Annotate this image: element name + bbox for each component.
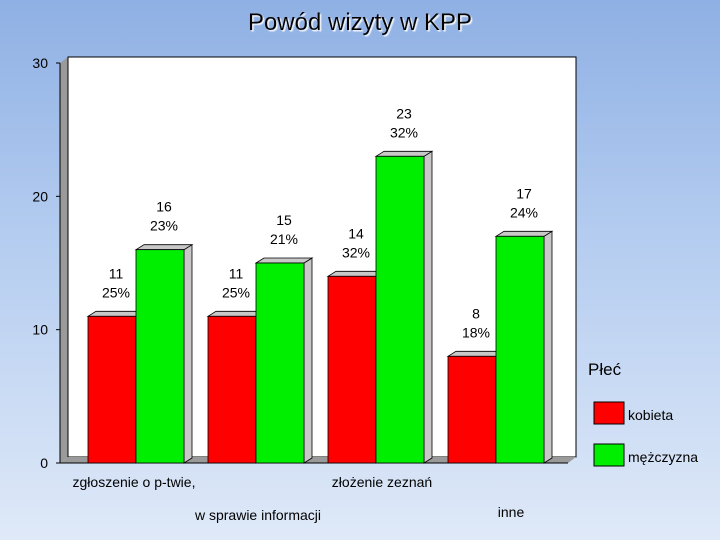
category-label-2: złożenie zeznań xyxy=(332,474,432,490)
data-labels: 11 25% 16 23% 11 25% 15 21% 14 32% 23 32% 8 18% 17 24% xyxy=(102,105,538,340)
data-label-kobieta-2-1: 32% xyxy=(342,244,370,260)
y-tick-label: 20 xyxy=(32,188,48,204)
bar-mężczyzna-1 xyxy=(254,257,314,464)
data-label-mężczyzna-1-1: 21% xyxy=(270,231,298,247)
data-label-mężczyzna-2-1: 32% xyxy=(390,124,418,140)
bar-mężczyzna-0 xyxy=(134,243,194,464)
data-label-kobieta-1-1: 25% xyxy=(222,284,250,300)
y-axis: 0 10 20 30 xyxy=(32,55,60,471)
legend: Płeć kobieta mężczyzna xyxy=(588,360,698,467)
data-label-kobieta-0-0: 11 xyxy=(109,265,124,281)
data-label-kobieta-3-0: 8 xyxy=(472,305,480,321)
legend-label-kobieta: kobieta xyxy=(628,407,673,423)
legend-swatch-kobieta xyxy=(593,401,625,425)
y-tick-label: 10 xyxy=(32,322,48,338)
data-label-mężczyzna-2-0: 23 xyxy=(396,105,412,121)
bar-mężczyzna-3 xyxy=(494,230,554,464)
category-labels: zgłoszenie o p-twie, w sprawie informacji… xyxy=(73,474,525,523)
data-label-kobieta-3-1: 18% xyxy=(462,324,490,340)
y-tick-label: 0 xyxy=(40,455,48,471)
legend-label-mezczyzna: mężczyzna xyxy=(628,449,698,465)
data-label-mężczyzna-0-1: 23% xyxy=(150,218,178,234)
data-label-mężczyzna-3-0: 17 xyxy=(516,185,532,201)
data-label-kobieta-0-1: 25% xyxy=(102,284,130,300)
category-label-3: inne xyxy=(498,504,525,520)
category-label-0: zgłoszenie o p-twie, xyxy=(73,474,196,490)
data-label-mężczyzna-3-1: 24% xyxy=(510,204,538,220)
category-label-1: w sprawie informacji xyxy=(194,507,321,523)
legend-swatch-mezczyzna xyxy=(593,443,625,467)
bar-mężczyzna-2 xyxy=(374,150,434,464)
legend-title: Płeć xyxy=(588,360,622,379)
data-label-kobieta-1-0: 11 xyxy=(229,265,244,281)
chart-title: Powód wizyty w KPP xyxy=(248,9,472,36)
bars xyxy=(86,150,554,464)
data-label-mężczyzna-1-0: 15 xyxy=(276,212,292,228)
data-label-mężczyzna-0-0: 16 xyxy=(156,199,172,215)
data-label-kobieta-2-0: 14 xyxy=(348,225,364,241)
plot-side-wall xyxy=(60,57,68,463)
y-tick-label: 30 xyxy=(32,55,48,71)
